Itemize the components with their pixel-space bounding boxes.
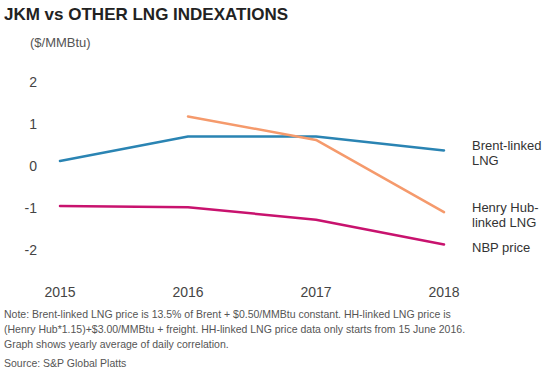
- note: Note: Brent-linked LNG price is 13.5% of…: [4, 308, 451, 320]
- series-line: [60, 206, 444, 245]
- x-tick-label: 2015: [44, 284, 75, 300]
- series-label: Brent-linkedLNG: [472, 138, 541, 168]
- x-tick-label: 2016: [172, 284, 203, 300]
- y-tick-label: 0: [29, 158, 37, 174]
- series-label: Henry Hub-linked LNG: [472, 200, 538, 230]
- note: Graph shows yearly average of daily corr…: [4, 338, 229, 350]
- y-tick-label: 2: [29, 74, 37, 90]
- note: (Henry Hub*1.15)+$3.00/MMBtu + freight. …: [4, 323, 465, 335]
- series-line: [188, 116, 444, 212]
- plot-area: [60, 116, 444, 244]
- series-line: [60, 137, 444, 161]
- y-axis-label: ($/MMBtu): [30, 35, 91, 50]
- y-tick-label: 1: [29, 116, 37, 132]
- series-label: NBP price: [472, 240, 530, 255]
- x-tick-label: 2017: [300, 284, 331, 300]
- source: Source: S&P Global Platts: [4, 357, 126, 369]
- x-tick-label: 2018: [428, 284, 459, 300]
- title: JKM vs OTHER LNG INDEXATIONS: [4, 5, 288, 24]
- y-tick-label: -1: [25, 200, 38, 216]
- y-tick-label: -2: [25, 242, 38, 258]
- chart: JKM vs OTHER LNG INDEXATIONS ($/MMBtu) -2 -…: [0, 0, 560, 385]
